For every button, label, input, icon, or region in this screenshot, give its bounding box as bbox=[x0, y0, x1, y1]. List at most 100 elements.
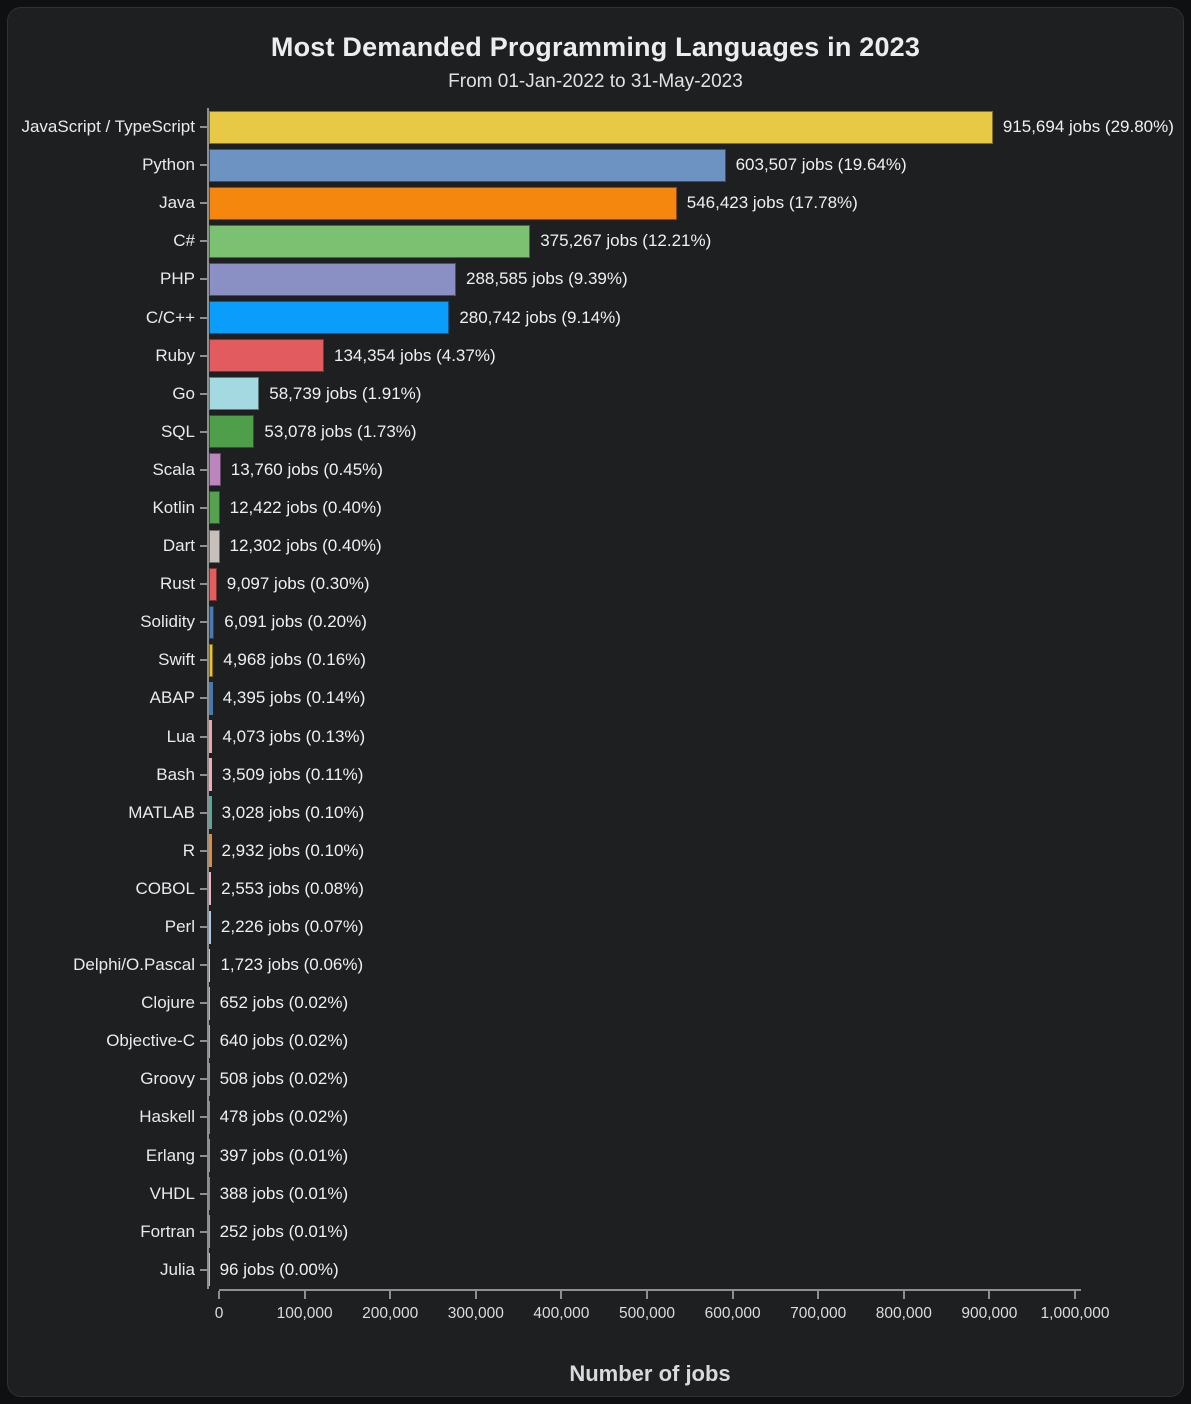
y-axis-tick bbox=[200, 926, 207, 929]
y-axis-tick bbox=[200, 583, 207, 586]
bar-area: 640 jobs (0.02%) bbox=[200, 1022, 1157, 1061]
y-axis-tick bbox=[200, 126, 207, 129]
x-axis-tick-label: 1,000,000 bbox=[1040, 1304, 1110, 1322]
bar bbox=[209, 986, 210, 1020]
x-axis-tick-label: 300,000 bbox=[447, 1304, 504, 1322]
category-label: Delphi/O.Pascal bbox=[73, 955, 195, 975]
value-label: 640 jobs (0.02%) bbox=[219, 1031, 349, 1051]
y-axis-tick bbox=[200, 887, 207, 890]
bar bbox=[209, 529, 220, 563]
category-label: Scala bbox=[152, 459, 195, 479]
category-label: Ruby bbox=[155, 345, 195, 365]
category-label: C# bbox=[173, 231, 195, 251]
category-label: Rust bbox=[160, 574, 195, 594]
bar bbox=[209, 1100, 210, 1134]
category-label: Dart bbox=[162, 536, 195, 556]
category-label: Java bbox=[159, 193, 195, 213]
x-axis-tick-label: 800,000 bbox=[875, 1304, 932, 1322]
category-label: Erlang bbox=[145, 1145, 195, 1165]
x-axis-tick bbox=[218, 1290, 220, 1299]
chart-row: Lua 4,073 jobs (0.13%) bbox=[8, 717, 1183, 756]
value-label: 397 jobs (0.01%) bbox=[219, 1145, 349, 1165]
chart-row: Kotlin 12,422 jobs (0.40%) bbox=[8, 488, 1183, 528]
value-label: 3,028 jobs (0.10%) bbox=[221, 802, 365, 822]
category-label: PHP bbox=[160, 269, 195, 289]
y-axis-tick bbox=[200, 621, 207, 624]
chart-title: Most Demanded Programming Languages in 2… bbox=[270, 32, 921, 62]
bar bbox=[209, 910, 211, 944]
y-axis-tick bbox=[200, 1230, 207, 1233]
bar bbox=[209, 186, 677, 220]
y-axis-tick bbox=[200, 1078, 207, 1081]
chart-row: Go 58,739 jobs (1.91%) bbox=[8, 374, 1183, 413]
y-axis-tick bbox=[200, 735, 207, 738]
value-label: 12,302 jobs (0.40%) bbox=[229, 536, 382, 556]
bar bbox=[209, 1139, 210, 1173]
bar bbox=[209, 148, 726, 182]
bar-area: 12,422 jobs (0.40%) bbox=[200, 488, 1157, 528]
chart-row: Ruby 134,354 jobs (4.37%) bbox=[8, 336, 1183, 375]
bar bbox=[209, 339, 324, 373]
bar-area: 2,226 jobs (0.07%) bbox=[200, 907, 1157, 947]
value-label: 603,507 jobs (19.64%) bbox=[735, 155, 907, 175]
chart-row: R 2,932 jobs (0.10%) bbox=[8, 831, 1183, 870]
value-label: 3,509 jobs (0.11%) bbox=[222, 764, 364, 784]
chart-row: Python 603,507 jobs (19.64%) bbox=[8, 146, 1183, 185]
bar-area: 6,091 jobs (0.20%) bbox=[200, 603, 1157, 642]
bar bbox=[209, 1177, 210, 1211]
bar bbox=[209, 377, 260, 411]
chart-row: Clojure 652 jobs (0.02%) bbox=[8, 984, 1183, 1023]
bar bbox=[209, 491, 220, 525]
bar bbox=[209, 1024, 210, 1058]
chart-row: Erlang 397 jobs (0.01%) bbox=[8, 1136, 1183, 1175]
bar bbox=[209, 415, 255, 449]
bar bbox=[209, 605, 215, 639]
category-label: MATLAB bbox=[128, 802, 195, 822]
x-axis-tick bbox=[646, 1290, 648, 1299]
y-axis-tick bbox=[200, 1192, 207, 1195]
chart-row: JavaScript / TypeScript 915,694 jobs (29.… bbox=[8, 108, 1183, 147]
x-axis-tick bbox=[1074, 1290, 1076, 1299]
chart-row: Objective-C 640 jobs (0.02%) bbox=[8, 1022, 1183, 1061]
x-axis-tick-label: 400,000 bbox=[533, 1304, 590, 1322]
value-label: 2,553 jobs (0.08%) bbox=[221, 878, 364, 898]
bar-area: 478 jobs (0.02%) bbox=[200, 1098, 1157, 1137]
value-label: 288,585 jobs (9.39%) bbox=[466, 269, 628, 289]
chart-row: VHDL 388 jobs (0.01%) bbox=[8, 1174, 1183, 1213]
x-axis-tick-label: 600,000 bbox=[704, 1304, 761, 1322]
value-label: 652 jobs (0.02%) bbox=[219, 993, 349, 1013]
y-axis-tick bbox=[200, 316, 207, 319]
bar-area: 2,932 jobs (0.10%) bbox=[200, 831, 1157, 870]
y-axis-tick bbox=[200, 354, 207, 357]
bar-area: 4,073 jobs (0.13%) bbox=[200, 717, 1157, 756]
bar bbox=[209, 262, 457, 296]
bar-rows: JavaScript / TypeScript 915,694 jobs (29.… bbox=[8, 108, 1183, 1289]
value-label: 134,354 jobs (4.37%) bbox=[334, 345, 496, 365]
bar-area: 58,739 jobs (1.91%) bbox=[200, 374, 1157, 413]
chart-row: C/C++ 280,742 jobs (9.14%) bbox=[8, 298, 1183, 337]
bar-area: 603,507 jobs (19.64%) bbox=[200, 146, 1157, 185]
value-label: 280,742 jobs (9.14%) bbox=[459, 307, 621, 327]
bar bbox=[209, 1253, 210, 1287]
chart-row: Groovy 508 jobs (0.02%) bbox=[8, 1060, 1183, 1099]
category-label: Kotlin bbox=[152, 497, 195, 517]
bar bbox=[209, 796, 212, 830]
category-label: Haskell bbox=[139, 1107, 195, 1127]
category-label: C/C++ bbox=[145, 307, 195, 327]
value-label: 4,968 jobs (0.16%) bbox=[223, 650, 366, 670]
y-axis-tick bbox=[200, 430, 207, 433]
x-axis-tick-label: 500,000 bbox=[618, 1304, 676, 1322]
value-label: 96 jobs (0.00%) bbox=[219, 1259, 339, 1279]
y-axis-tick bbox=[200, 1154, 207, 1157]
category-label: Go bbox=[172, 383, 195, 403]
category-label: Lua bbox=[166, 726, 195, 746]
bar bbox=[209, 643, 214, 677]
chart-row: Rust 9,097 jobs (0.30%) bbox=[8, 565, 1183, 604]
x-axis-title: Number of jobs bbox=[569, 1360, 731, 1386]
y-axis-tick bbox=[200, 773, 207, 776]
chart-row: ABAP 4,395 jobs (0.14%) bbox=[8, 679, 1183, 718]
bar bbox=[209, 720, 213, 754]
category-label: Julia bbox=[160, 1259, 195, 1279]
x-axis-tick bbox=[817, 1290, 820, 1299]
value-label: 12,422 jobs (0.40%) bbox=[229, 497, 382, 517]
